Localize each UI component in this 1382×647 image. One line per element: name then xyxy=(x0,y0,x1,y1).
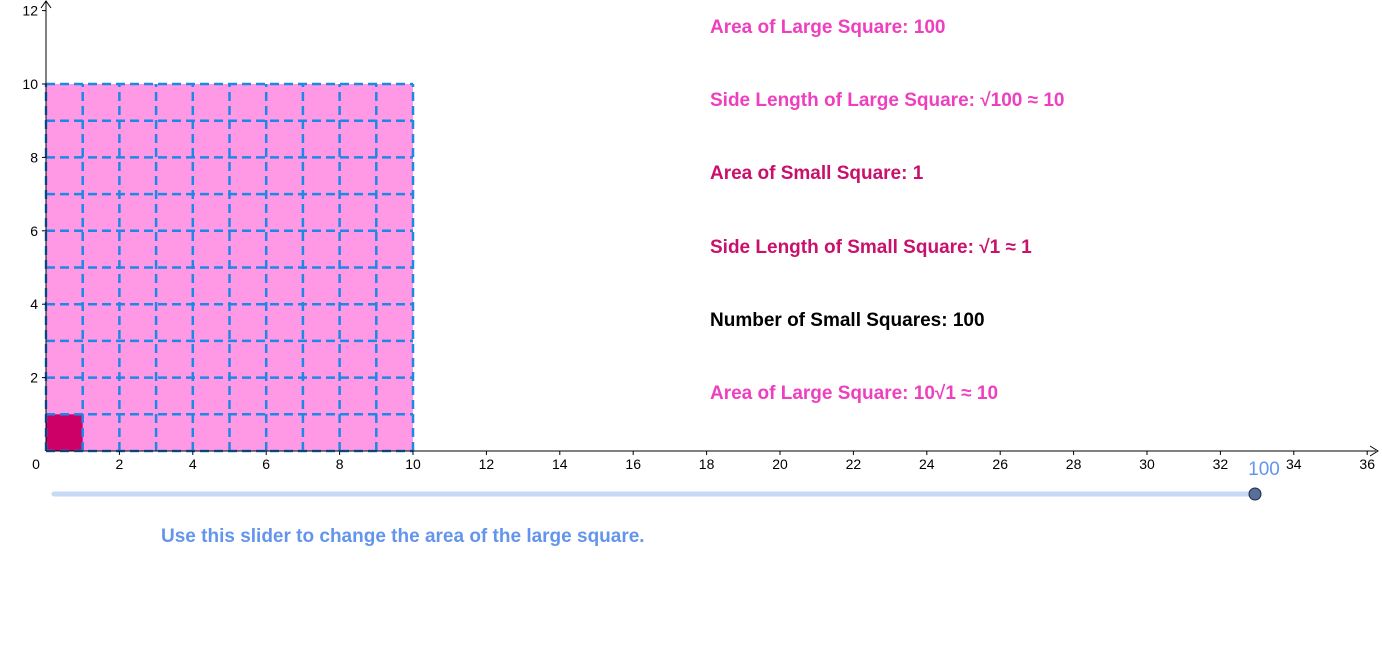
area-slider[interactable]: 100 xyxy=(51,459,1280,501)
small-square xyxy=(46,414,83,451)
x-tick-label: 0 xyxy=(32,456,40,472)
x-tick-label: 16 xyxy=(625,456,641,472)
ticks-layer: 0 2 4 6 8 10 12 14 16 18 20 22 24 26 28 30 32 34 362468101… xyxy=(22,3,1375,472)
large-square-side-label: Side Length of Large Square: √100 ≈ 10 xyxy=(710,90,1065,111)
x-tick-label: 8 xyxy=(336,456,344,472)
x-tick-label: 6 xyxy=(262,456,270,472)
slider-handle[interactable] xyxy=(1248,487,1262,501)
x-tick-label: 28 xyxy=(1066,456,1082,472)
small-square-area-label: Area of Small Square: 1 xyxy=(710,163,924,184)
squares-layer xyxy=(44,82,415,453)
x-tick-label: 2 xyxy=(116,456,124,472)
y-tick-label: 12 xyxy=(22,3,38,19)
x-tick-label: 10 xyxy=(405,456,421,472)
small-square-count-label: Number of Small Squares: 100 xyxy=(710,310,985,331)
x-tick-label: 14 xyxy=(552,456,568,472)
x-tick-label: 36 xyxy=(1359,456,1375,472)
y-tick-label: 10 xyxy=(22,76,38,92)
x-tick-label: 18 xyxy=(699,456,715,472)
y-tick-label: 4 xyxy=(30,296,38,312)
x-tick-label: 12 xyxy=(479,456,495,472)
x-axis-arrow xyxy=(1369,445,1379,457)
slider-hint-text: Use this slider to change the area of th… xyxy=(161,526,645,547)
x-tick-label: 24 xyxy=(919,456,935,472)
axes-layer xyxy=(40,0,1379,457)
x-tick-label: 32 xyxy=(1213,456,1229,472)
y-axis-arrow xyxy=(40,0,52,9)
y-tick-label: 8 xyxy=(30,149,38,165)
small-square-side-label: Side Length of Small Square: √1 ≈ 1 xyxy=(710,237,1032,258)
x-tick-label: 34 xyxy=(1286,456,1302,472)
slider-value-label: 100 xyxy=(1248,459,1280,480)
x-tick-label: 4 xyxy=(189,456,197,472)
y-tick-label: 2 xyxy=(30,370,38,386)
large-square-area-formula-label: Area of Large Square: 10√1 ≈ 10 xyxy=(710,383,999,404)
y-tick-label: 6 xyxy=(30,223,38,239)
large-square-area-label: Area of Large Square: 100 xyxy=(710,17,946,38)
x-tick-label: 20 xyxy=(772,456,788,472)
x-tick-label: 30 xyxy=(1139,456,1155,472)
x-tick-label: 26 xyxy=(992,456,1008,472)
x-tick-label: 22 xyxy=(846,456,862,472)
